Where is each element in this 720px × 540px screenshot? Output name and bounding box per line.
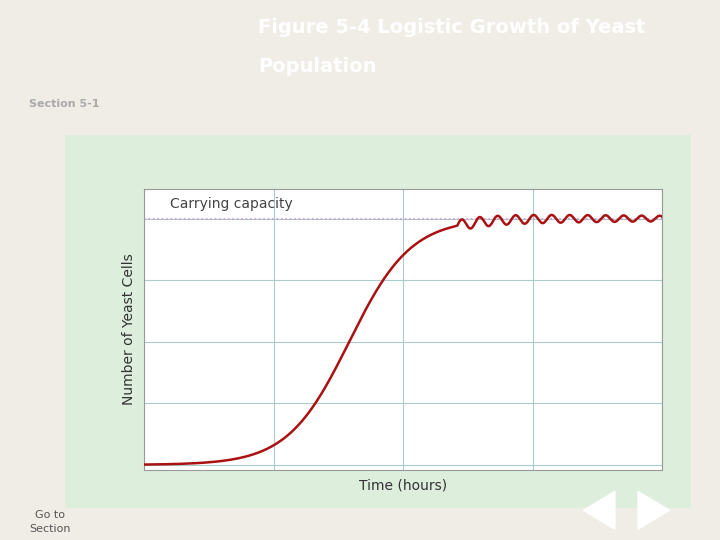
- Polygon shape: [638, 491, 670, 529]
- Text: Carrying capacity: Carrying capacity: [170, 197, 292, 211]
- Polygon shape: [583, 491, 615, 529]
- Text: Go to: Go to: [35, 510, 66, 521]
- Text: Figure 5-4 Logistic Growth of Yeast: Figure 5-4 Logistic Growth of Yeast: [258, 18, 645, 37]
- Y-axis label: Number of Yeast Cells: Number of Yeast Cells: [122, 253, 135, 406]
- Text: Section 5-1: Section 5-1: [29, 99, 99, 109]
- Text: Population: Population: [258, 57, 377, 76]
- Text: Section: Section: [30, 524, 71, 535]
- FancyBboxPatch shape: [62, 133, 694, 509]
- X-axis label: Time (hours): Time (hours): [359, 478, 447, 492]
